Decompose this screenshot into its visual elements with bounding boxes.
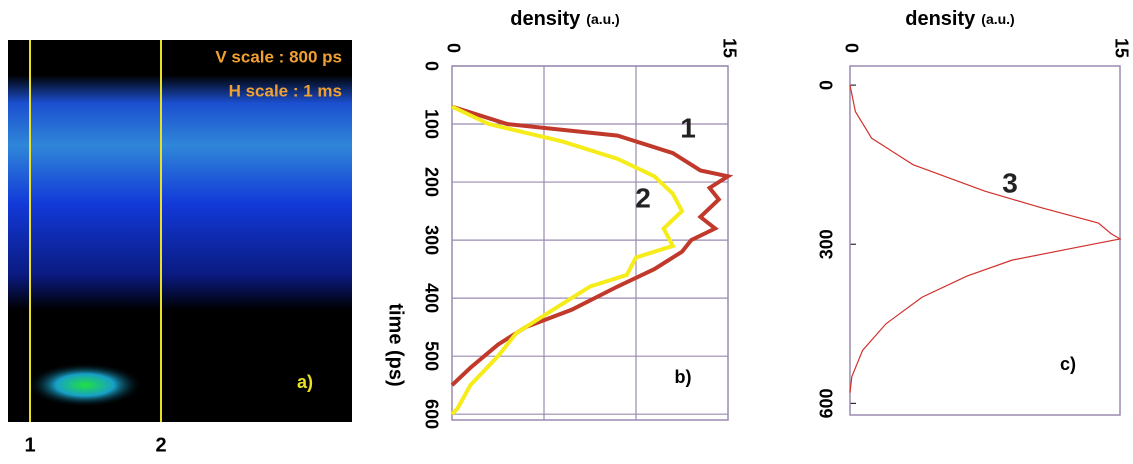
panel-label: c): [1060, 354, 1076, 374]
image-blob: [27, 363, 143, 407]
y-tick-label: 600: [421, 399, 441, 429]
series-line: [849, 84, 1122, 393]
x-axis-unit: (a.u.): [586, 11, 619, 27]
series-line: [450, 104, 685, 416]
line-label: 1: [24, 434, 35, 456]
y-tick-label: 100: [421, 109, 441, 139]
x-axis-unit: (a.u.): [981, 11, 1014, 27]
h-scale: H scale : 1 ms: [229, 81, 342, 100]
y-axis-title: time (ps): [385, 303, 407, 386]
y-tick-label: 500: [421, 341, 441, 371]
series-label: 3: [1002, 167, 1018, 198]
panel-label: a): [297, 372, 313, 392]
plot-frame: [849, 65, 1121, 416]
v-scale: V scale : 800 ps: [215, 47, 342, 66]
y-tick-label: 300: [421, 225, 441, 255]
y-tick-label: 300: [817, 229, 837, 259]
series-label: 1: [680, 112, 696, 143]
x-tick-label: 0: [443, 43, 463, 53]
line-label: 2: [155, 434, 166, 456]
image-band: [8, 75, 352, 310]
x-tick-label: 0: [841, 43, 861, 53]
y-tick-label: 600: [817, 388, 837, 418]
streak-image: V scale : 800 ps H scale : 1 ms a) 1 2: [8, 40, 352, 456]
x-axis-label: density: [905, 8, 976, 30]
plot-frame: [451, 65, 729, 421]
y-tick-label: 0: [817, 80, 837, 90]
x-axis-title: density (a.u.): [905, 8, 1014, 30]
series-label: 2: [635, 182, 651, 213]
y-tick-label: 200: [421, 167, 441, 197]
y-tick-label: 400: [421, 283, 441, 313]
panel-label: b): [675, 367, 692, 387]
x-axis-title: density (a.u.): [510, 8, 619, 30]
y-tick-label: 0: [421, 61, 441, 71]
x-tick-label: 15: [719, 38, 739, 58]
x-axis-label: density: [510, 8, 581, 30]
x-tick-label: 15: [1111, 38, 1131, 58]
